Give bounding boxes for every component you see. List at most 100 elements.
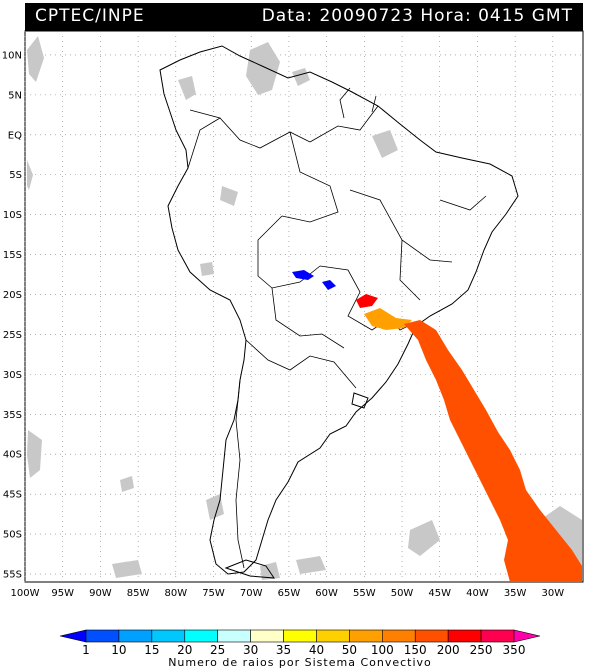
lat-label: 5S (9, 170, 22, 181)
legend-tick-label: 200 (437, 643, 460, 657)
lat-label: 25S (3, 330, 22, 341)
border (189, 109, 311, 149)
legend-swatch (118, 629, 153, 643)
legend-labels: 1 10 15 20 25 30 35 40 50 100 150 200 250 350 (82, 643, 525, 657)
border (257, 215, 321, 289)
system-red (356, 294, 378, 308)
lat-label: 5N (8, 90, 22, 101)
lon-label: 80W (164, 588, 187, 599)
lon-label: 50W (391, 588, 414, 599)
lat-label: 45S (3, 490, 22, 501)
legend-tick-label: 250 (470, 643, 493, 657)
legend-bar (59, 629, 541, 643)
legend-tick-label: 15 (144, 643, 159, 657)
legend-title: Numero de raios por Sistema Convectivo (168, 656, 432, 669)
lon-label: 70W (240, 588, 263, 599)
cloud-patch (260, 562, 280, 580)
legend-swatch (151, 629, 186, 643)
legend-tick-label: 10 (111, 643, 126, 657)
legend-tick-label: 100 (371, 643, 394, 657)
lon-label: 45W (428, 588, 451, 599)
cloud-patch (220, 186, 238, 206)
legend-tick-label: 25 (210, 643, 225, 657)
lon-label: 75W (202, 588, 225, 599)
cloud-patch (372, 130, 398, 158)
border (339, 87, 351, 119)
lon-label: 65W (278, 588, 301, 599)
source-label: CPTEC/INPE (35, 6, 145, 26)
system-orange (364, 308, 412, 330)
cloud-patch (178, 76, 196, 100)
legend-swatch (85, 629, 120, 643)
cloud-patch (112, 560, 142, 578)
legend-swatch (316, 629, 350, 643)
border (281, 131, 339, 223)
legend-tick-label: 40 (309, 643, 324, 657)
cloud-patch (120, 476, 134, 492)
legend-tick-label: 1 (82, 643, 90, 657)
legend-swatch (349, 629, 383, 643)
legend-tick-label: 350 (503, 643, 526, 657)
lat-label: 15S (3, 250, 22, 261)
lon-label: 100W (11, 588, 40, 599)
lon-label: 90W (89, 588, 112, 599)
lat-label: 20S (3, 290, 22, 301)
system-blue (322, 280, 336, 290)
legend-swatch (184, 629, 218, 643)
lat-label: 50S (3, 530, 22, 541)
cloud-patch (200, 262, 214, 276)
lon-label: 95W (51, 588, 74, 599)
cloud-patch (27, 160, 33, 190)
legend-tick-label: 20 (177, 643, 192, 657)
legend-tick-label: 50 (342, 643, 357, 657)
border (371, 95, 377, 113)
border (235, 379, 245, 569)
lon-label: 85W (127, 588, 150, 599)
legend-swatch (217, 629, 251, 643)
cloud-patch (27, 36, 44, 82)
legend-tick-label: 35 (276, 643, 291, 657)
border (245, 339, 357, 389)
longitude-labels: 100W 95W 90W 85W 80W 75W 70W 65W 60W 55W 50W 45W 40W… (11, 588, 565, 599)
cloud-patch (27, 430, 42, 478)
cloud-patch (408, 520, 440, 556)
south-america-outline (159, 45, 519, 575)
border (309, 105, 379, 143)
border (319, 265, 391, 331)
color-legend: 1 10 15 20 25 30 35 40 50 100 150 200 250 350 Numero … (59, 629, 541, 669)
lat-label: 10N (2, 50, 22, 61)
legend-swatch (414, 629, 449, 643)
border (187, 117, 221, 169)
lat-label: 10S (3, 210, 22, 221)
legend-swatch (447, 629, 482, 643)
graticule (24, 31, 583, 582)
system-blue (292, 270, 314, 280)
legend-swatch (382, 629, 416, 643)
lat-label: 55S (3, 570, 22, 581)
uruguay-coast (351, 392, 369, 409)
lon-label: 60W (315, 588, 338, 599)
header-bar: CPTEC/INPE Data: 20090723 Hora: 0415 GMT (25, 3, 583, 31)
lat-label: 40S (3, 450, 22, 461)
cloud-patch (292, 68, 310, 86)
lightning-map: 10N5NEQ5S10S15S20S25S30S35S40S45S50S55S … (2, 30, 584, 599)
lon-label: 35W (504, 588, 527, 599)
lat-label: 35S (3, 410, 22, 421)
lat-label: EQ (8, 130, 22, 141)
state-border (439, 195, 487, 211)
latitude-labels: 10N 5N EQ 5S 10S 15S 20S 25S 30S 35S 40S 45S 50S 55S (2, 50, 22, 580)
legend-swatch (250, 629, 284, 643)
lon-label: 30W (542, 588, 565, 599)
border (271, 287, 345, 349)
cloud-patch (246, 42, 280, 95)
legend-arrow-right (513, 629, 541, 643)
legend-arrow-left (59, 629, 87, 643)
legend-swatch (480, 629, 515, 643)
cloud-patch (296, 556, 326, 574)
legend-tick-label: 30 (243, 643, 258, 657)
datetime-label: Data: 20090723 Hora: 0415 GMT (261, 6, 573, 26)
state-border (399, 239, 421, 301)
convective-systems (292, 270, 582, 582)
lat-label: 30S (3, 370, 22, 381)
lon-label: 40W (466, 588, 489, 599)
